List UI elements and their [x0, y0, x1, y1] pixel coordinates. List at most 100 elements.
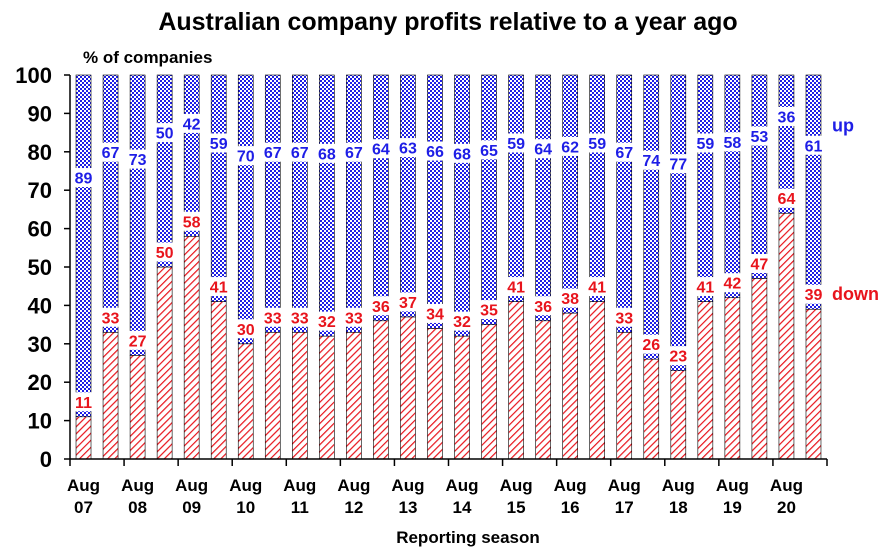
- x-tick-label-line1: Aug: [662, 476, 695, 495]
- bar-down-19: [589, 301, 605, 460]
- x-tick-label-line2: 07: [74, 498, 93, 517]
- bar-down-0: [75, 416, 92, 460]
- bar-up-0: [75, 74, 92, 418]
- value-label-up-11: 64: [372, 142, 390, 159]
- value-label-up-24: 58: [723, 135, 741, 152]
- bar-down-22: [670, 370, 687, 460]
- value-label-up-5: 59: [210, 136, 228, 153]
- value-label-up-17: 64: [534, 142, 552, 159]
- value-label-up-2: 73: [129, 152, 147, 169]
- bar-up-2: [129, 74, 146, 356]
- value-label-up-10-bg: [342, 142, 365, 162]
- y-tick-label-60: 60: [28, 217, 52, 242]
- x-tick-label-line1: Aug: [770, 476, 803, 495]
- value-label-down-20-bg: [613, 307, 636, 327]
- bar-up-17: [535, 74, 551, 322]
- value-label-up-7-bg: [261, 142, 284, 162]
- value-label-down-8: 33: [291, 310, 309, 327]
- value-label-up-19: 59: [588, 136, 606, 153]
- value-label-down-11: 36: [372, 299, 390, 316]
- value-label-down-10-bg: [342, 307, 365, 327]
- value-label-up-26-bg: [775, 106, 798, 126]
- bar-down-7: [264, 331, 281, 460]
- value-label-up-4-bg: [180, 113, 203, 133]
- bar-down-26: [778, 212, 795, 460]
- x-tick-label-line1: Aug: [283, 476, 316, 495]
- y-axis-label: % of companies: [83, 48, 212, 67]
- value-label-up-5-bg: [207, 133, 230, 153]
- bar-up-12: [400, 74, 416, 318]
- value-label-down-19: 41: [588, 280, 606, 297]
- x-tick-label-line2: 11: [291, 498, 309, 517]
- bar-up-7: [264, 74, 281, 333]
- bar-up-5: [210, 74, 227, 302]
- value-label-up-1-bg: [99, 142, 122, 162]
- bar-up-11: [373, 74, 389, 322]
- value-label-down-3: 50: [156, 245, 174, 262]
- x-tick-label-line2: 10: [236, 498, 255, 517]
- x-tick-label-line2: 12: [344, 498, 363, 517]
- value-label-down-1: 33: [102, 310, 120, 327]
- x-tick-label-line2: 08: [128, 498, 147, 517]
- value-label-down-20: 33: [615, 310, 633, 327]
- bar-up-21: [643, 74, 660, 360]
- y-tick-label-80: 80: [28, 140, 52, 165]
- value-label-up-14: 68: [453, 146, 471, 163]
- bar-up-22: [670, 74, 687, 371]
- value-label-down-13: 34: [426, 306, 444, 323]
- bar-down-3: [156, 266, 173, 460]
- value-label-down-19-bg: [586, 277, 609, 297]
- value-label-down-4-bg: [180, 211, 203, 231]
- value-label-down-6-bg: [234, 319, 257, 339]
- value-label-up-7: 67: [264, 145, 282, 162]
- value-label-up-3-bg: [153, 123, 176, 143]
- x-tick-labels: Aug 07 Aug 08 Aug 09 Aug 10 Aug 11 Aug 12 Aug 13 Aug 14…: [67, 476, 803, 517]
- bar-up-27: [805, 74, 822, 310]
- value-label-up-4: 42: [183, 116, 201, 133]
- value-label-up-14-bg: [451, 143, 474, 163]
- value-label-down-5-bg: [207, 277, 230, 297]
- y-tick-label-0: 0: [40, 447, 52, 472]
- value-label-up-15: 65: [480, 143, 498, 160]
- x-tick-label-line1: Aug: [445, 476, 478, 495]
- x-tick-label-line1: Aug: [229, 476, 262, 495]
- value-label-up-8: 67: [291, 145, 309, 162]
- value-label-down-14-bg: [451, 311, 474, 331]
- bar-up-3: [156, 74, 173, 268]
- x-tick-label-line1: Aug: [121, 476, 154, 495]
- value-label-down-18-bg: [559, 288, 582, 308]
- value-label-up-16: 59: [507, 136, 525, 153]
- value-label-down-15: 35: [480, 303, 498, 320]
- bar-down-9: [319, 335, 335, 460]
- bar-up-24: [724, 74, 741, 299]
- bar-up-6: [237, 74, 254, 345]
- axes-layer: [64, 74, 828, 466]
- y-tick-label-20: 20: [28, 370, 52, 395]
- bar-up-10: [346, 74, 362, 333]
- value-label-up-11-bg: [369, 139, 392, 159]
- bar-down-6: [237, 343, 254, 460]
- value-label-down-13-bg: [423, 303, 446, 323]
- value-label-down-21-bg: [640, 334, 663, 354]
- value-label-down-9-bg: [315, 311, 338, 331]
- bar-down-27: [805, 308, 822, 460]
- value-label-down-3-bg: [153, 242, 176, 262]
- x-tick-label-line1: Aug: [608, 476, 641, 495]
- value-label-up-26: 36: [778, 109, 796, 126]
- bar-down-4: [183, 235, 200, 460]
- y-tick-label-10: 10: [28, 409, 52, 434]
- value-label-down-6: 30: [237, 322, 255, 339]
- value-label-up-17-bg: [532, 139, 555, 159]
- x-axis-label: Reporting season: [396, 528, 540, 547]
- value-label-up-12: 63: [399, 141, 417, 158]
- value-label-up-27-bg: [802, 135, 825, 155]
- value-label-down-0: 11: [75, 395, 92, 412]
- value-label-down-27-bg: [802, 284, 825, 304]
- x-tick-label-line1: Aug: [337, 476, 370, 495]
- value-label-down-24: 42: [723, 276, 741, 293]
- bar-up-16: [508, 74, 524, 302]
- value-label-up-10: 67: [345, 145, 363, 162]
- value-label-down-10: 33: [345, 310, 363, 327]
- x-tick-label-line1: Aug: [554, 476, 587, 495]
- bar-up-13: [427, 74, 443, 329]
